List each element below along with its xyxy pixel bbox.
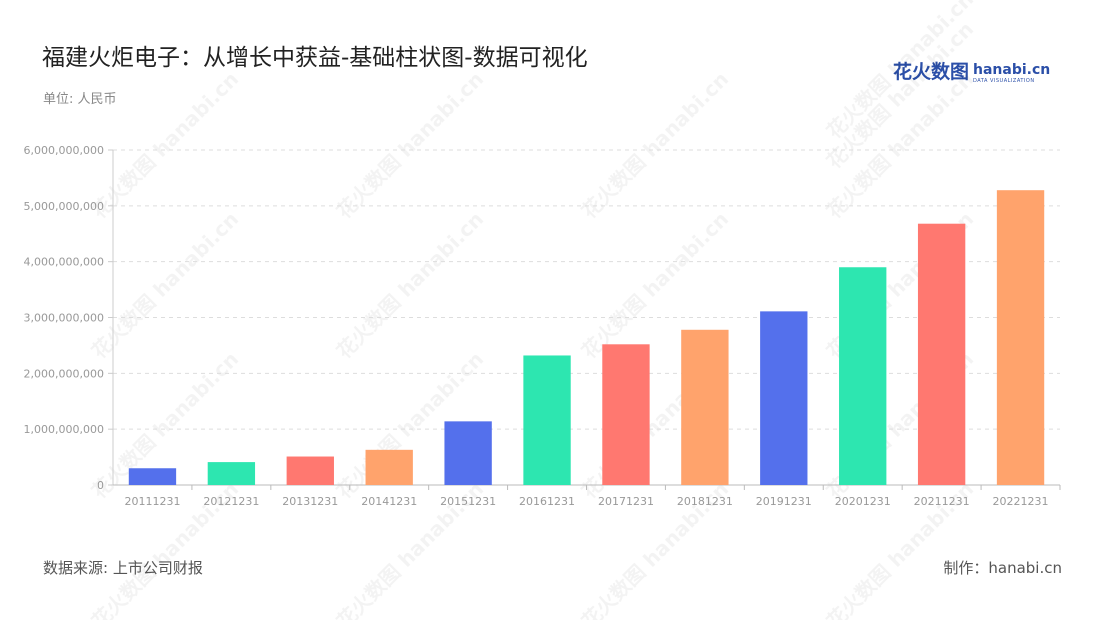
bar xyxy=(602,344,650,485)
x-tick-label: 20201231 xyxy=(835,495,891,508)
watermark-text: 花火数图 hanabi.cn xyxy=(87,207,243,363)
x-tick-label: 20221231 xyxy=(993,495,1049,508)
bar xyxy=(365,449,413,485)
bar xyxy=(523,355,571,485)
brand-logo: 花火数图 hanabi.cn DATA VISUALIZATION xyxy=(893,60,1050,84)
x-tick-label: 20121231 xyxy=(203,495,259,508)
logo-en-text: hanabi.cn xyxy=(973,62,1051,78)
y-tick-label: 1,000,000,000 xyxy=(24,423,104,436)
logo-cn-text: 花火数图 xyxy=(893,61,970,83)
x-tick-label: 20211231 xyxy=(914,495,970,508)
watermark-text: 花火数图 hanabi.cn xyxy=(332,207,488,363)
y-tick-label: 4,000,000,000 xyxy=(24,256,104,269)
y-tick-label: 5,000,000,000 xyxy=(24,200,104,213)
bar xyxy=(207,462,256,485)
y-tick-label: 2,000,000,000 xyxy=(24,367,104,380)
credit: 制作：hanabi.cn xyxy=(943,559,1062,577)
y-tick-label: 6,000,000,000 xyxy=(24,144,104,157)
logo-sub-text: DATA VISUALIZATION xyxy=(973,78,1035,84)
grid-lines xyxy=(108,149,1060,486)
bar xyxy=(444,421,492,485)
bar xyxy=(286,456,334,485)
bar xyxy=(996,190,1045,485)
x-tick-label: 20171231 xyxy=(598,495,654,508)
x-tick-label: 20161231 xyxy=(519,495,575,508)
x-tick-label: 20151231 xyxy=(440,495,496,508)
axes xyxy=(112,150,1061,490)
x-tick-label: 20131231 xyxy=(282,495,338,508)
watermark-text: 花火数图 hanabi.cn xyxy=(577,67,733,223)
x-tick-label: 20111231 xyxy=(124,495,180,508)
y-tick-labels: 0 1,000,000,000 2,000,000,000 3,000,000,000… xyxy=(24,144,104,492)
x-tick-labels: 20111231 20121231 20131231 20141231 20151231… xyxy=(124,495,1048,508)
x-tick-label: 20181231 xyxy=(677,495,733,508)
watermark-text: 花火数图 hanabi.cn xyxy=(87,67,243,223)
bar xyxy=(760,311,808,485)
chart-title: 福建火炬电子：从增长中获益-基础柱状图-数据可视化 xyxy=(42,45,588,71)
bars xyxy=(128,190,1045,485)
x-tick-label: 20141231 xyxy=(361,495,417,508)
x-tick-label: 20191231 xyxy=(756,495,812,508)
y-tick-label: 3,000,000,000 xyxy=(24,312,104,325)
unit-label: 单位: 人民币 xyxy=(43,92,117,107)
bar xyxy=(681,329,729,485)
data-source: 数据来源: 上市公司财报 xyxy=(43,559,203,577)
watermark-text: 花火数图 hanabi.cn xyxy=(332,67,488,223)
bar xyxy=(839,267,887,485)
bar xyxy=(917,223,966,485)
watermark-text: 花火数图 hanabi.cn xyxy=(822,0,978,143)
y-tick-label: 0 xyxy=(97,479,104,492)
logo-right-block: hanabi.cn DATA VISUALIZATION xyxy=(973,60,1050,84)
bar xyxy=(128,468,177,485)
